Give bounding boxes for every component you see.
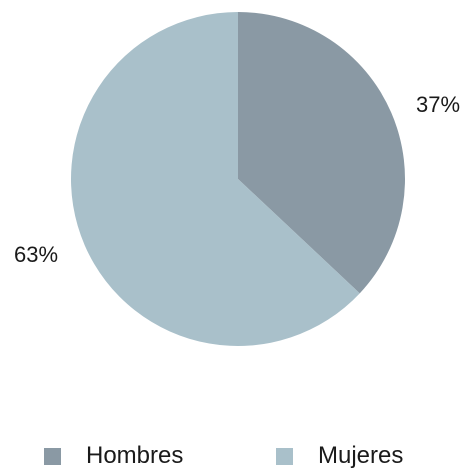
legend-label-mujeres: Mujeres <box>318 442 404 469</box>
legend-swatch-mujeres <box>276 447 293 465</box>
legend: Hombres Mujeres <box>0 442 466 470</box>
pie-chart: 37% 63% <box>14 12 460 346</box>
pie-slice-mujeres <box>70 12 360 346</box>
legend-label-hombres: Hombres <box>86 442 184 469</box>
pie-slices <box>70 12 405 346</box>
legend-item-hombres: Hombres <box>44 442 183 470</box>
legend-item-mujeres: Mujeres <box>276 442 403 470</box>
legend-swatch-hombres <box>44 447 61 465</box>
pie-slice-hombres <box>238 12 405 294</box>
slice-label-mujeres: 63% <box>14 242 58 267</box>
slice-label-hombres: 37% <box>416 92 460 117</box>
